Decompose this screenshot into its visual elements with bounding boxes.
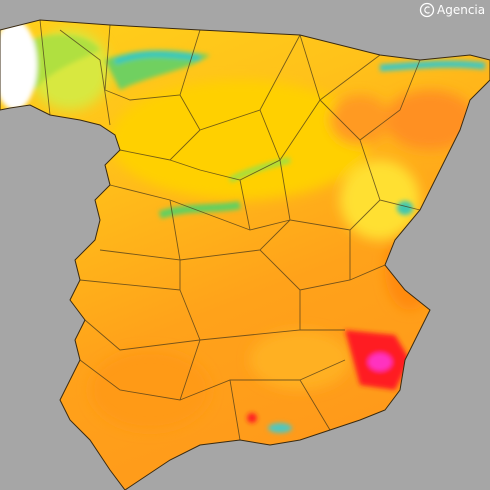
credit-text: Agencia [437,3,485,17]
copyright-icon [419,2,435,18]
credit: Agencia [419,2,485,18]
coastline [0,19,490,490]
